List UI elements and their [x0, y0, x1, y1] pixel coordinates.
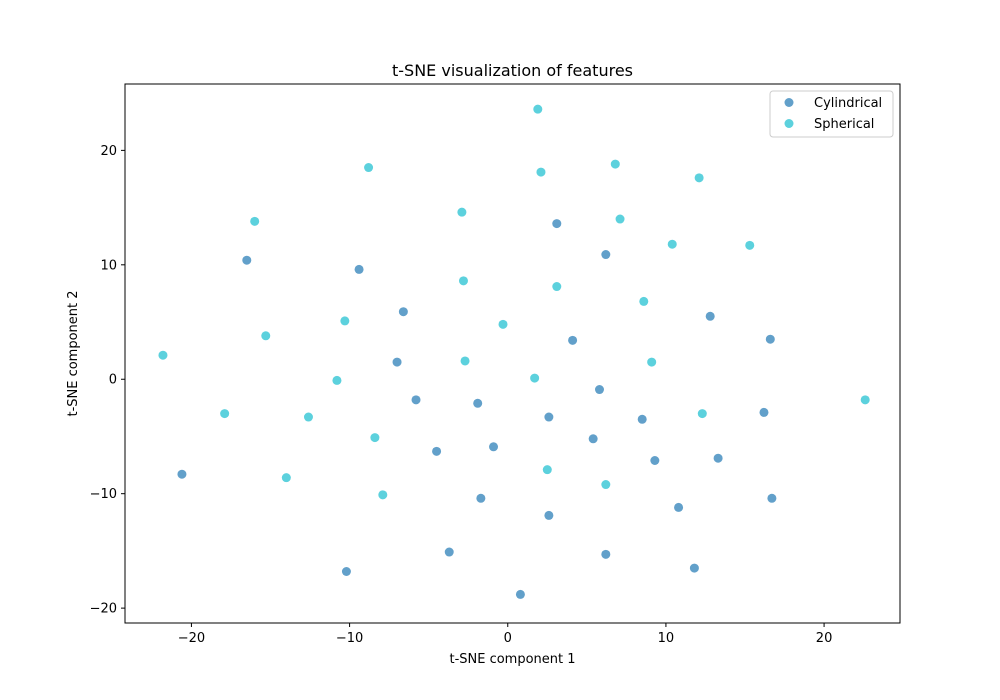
y-tick-label: −10: [90, 487, 117, 502]
x-tick-label: −10: [336, 631, 363, 646]
data-point-cylindrical: [476, 493, 486, 503]
data-point-cylindrical: [398, 307, 408, 317]
data-point-spherical: [220, 409, 230, 419]
y-tick-label: 0: [109, 373, 117, 388]
data-point-cylindrical: [177, 469, 187, 479]
data-point-cylindrical: [767, 493, 777, 503]
data-point-spherical: [860, 395, 870, 405]
data-point-spherical: [694, 173, 704, 183]
data-point-spherical: [667, 239, 677, 249]
legend-frame: [769, 90, 894, 138]
y-tick-label: −20: [90, 602, 117, 617]
x-tick-label: −20: [178, 631, 205, 646]
data-point-spherical: [364, 163, 374, 173]
data-point-cylindrical: [594, 385, 604, 395]
data-point-spherical: [378, 490, 388, 500]
data-point-cylindrical: [674, 502, 684, 512]
data-point-cylindrical: [689, 563, 699, 573]
data-point-spherical: [647, 357, 657, 367]
data-point-cylindrical: [341, 567, 351, 577]
data-point-spherical: [498, 319, 508, 329]
data-point-cylindrical: [432, 446, 442, 456]
y-tick-label: 20: [100, 144, 117, 159]
data-point-spherical: [281, 473, 291, 483]
x-tick-label: 20: [816, 631, 833, 646]
data-point-spherical: [697, 409, 707, 419]
data-point-cylindrical: [601, 250, 611, 260]
data-point-cylindrical: [552, 219, 562, 229]
data-point-spherical: [533, 104, 543, 114]
data-point-spherical: [303, 412, 313, 422]
plot-area: [124, 83, 901, 624]
data-point-spherical: [615, 214, 625, 224]
y-axis-label: t-SNE component 2: [66, 290, 81, 416]
y-axis-ticks: −20 −10 0 10 20: [90, 144, 125, 617]
data-point-spherical: [340, 316, 350, 326]
data-point-spherical: [601, 480, 611, 490]
data-point-cylindrical: [601, 549, 611, 559]
data-point-cylindrical: [444, 547, 454, 557]
y-tick-label: 10: [100, 258, 117, 273]
legend-label-spherical: Spherical: [814, 117, 874, 132]
data-point-spherical: [250, 216, 260, 226]
chart-title: t-SNE visualization of features: [392, 61, 633, 80]
data-point-cylindrical: [473, 398, 483, 408]
data-point-spherical: [552, 282, 562, 292]
legend-marker-cylindrical: [784, 98, 794, 107]
data-point-spherical: [457, 207, 467, 217]
data-point-spherical: [370, 433, 380, 443]
data-point-cylindrical: [588, 434, 598, 444]
data-point-cylindrical: [354, 264, 364, 274]
data-point-cylindrical: [544, 510, 554, 520]
data-point-cylindrical: [568, 335, 578, 345]
x-tick-label: 0: [504, 631, 512, 646]
x-tick-label: 10: [658, 631, 675, 646]
data-point-cylindrical: [515, 589, 525, 599]
data-point-spherical: [332, 375, 342, 385]
data-point-cylindrical: [411, 395, 421, 405]
data-point-spherical: [530, 373, 540, 383]
data-point-spherical: [158, 350, 168, 360]
data-point-spherical: [536, 167, 546, 177]
data-point-spherical: [261, 331, 271, 341]
data-point-spherical: [745, 240, 755, 250]
points-layer: [158, 104, 870, 599]
data-point-spherical: [639, 296, 649, 306]
data-point-cylindrical: [489, 442, 499, 452]
data-point-spherical: [610, 159, 620, 169]
data-point-spherical: [458, 276, 468, 286]
data-point-cylindrical: [650, 455, 660, 465]
data-point-spherical: [460, 356, 470, 366]
x-axis-label: t-SNE component 1: [449, 652, 575, 667]
x-axis-ticks: −20 −10 0 10 20: [178, 623, 833, 646]
data-point-cylindrical: [637, 414, 647, 424]
data-point-cylindrical: [242, 255, 252, 265]
axes-frame: [124, 83, 901, 624]
data-point-cylindrical: [392, 357, 402, 367]
legend-label-cylindrical: Cylindrical: [814, 96, 882, 111]
legend-marker-spherical: [784, 119, 794, 128]
data-point-cylindrical: [705, 311, 715, 321]
data-point-cylindrical: [765, 334, 775, 344]
data-point-spherical: [542, 465, 552, 475]
data-point-cylindrical: [713, 453, 723, 463]
legend: Cylindrical Spherical: [769, 90, 894, 138]
data-point-cylindrical: [759, 407, 769, 417]
data-point-cylindrical: [544, 412, 554, 422]
